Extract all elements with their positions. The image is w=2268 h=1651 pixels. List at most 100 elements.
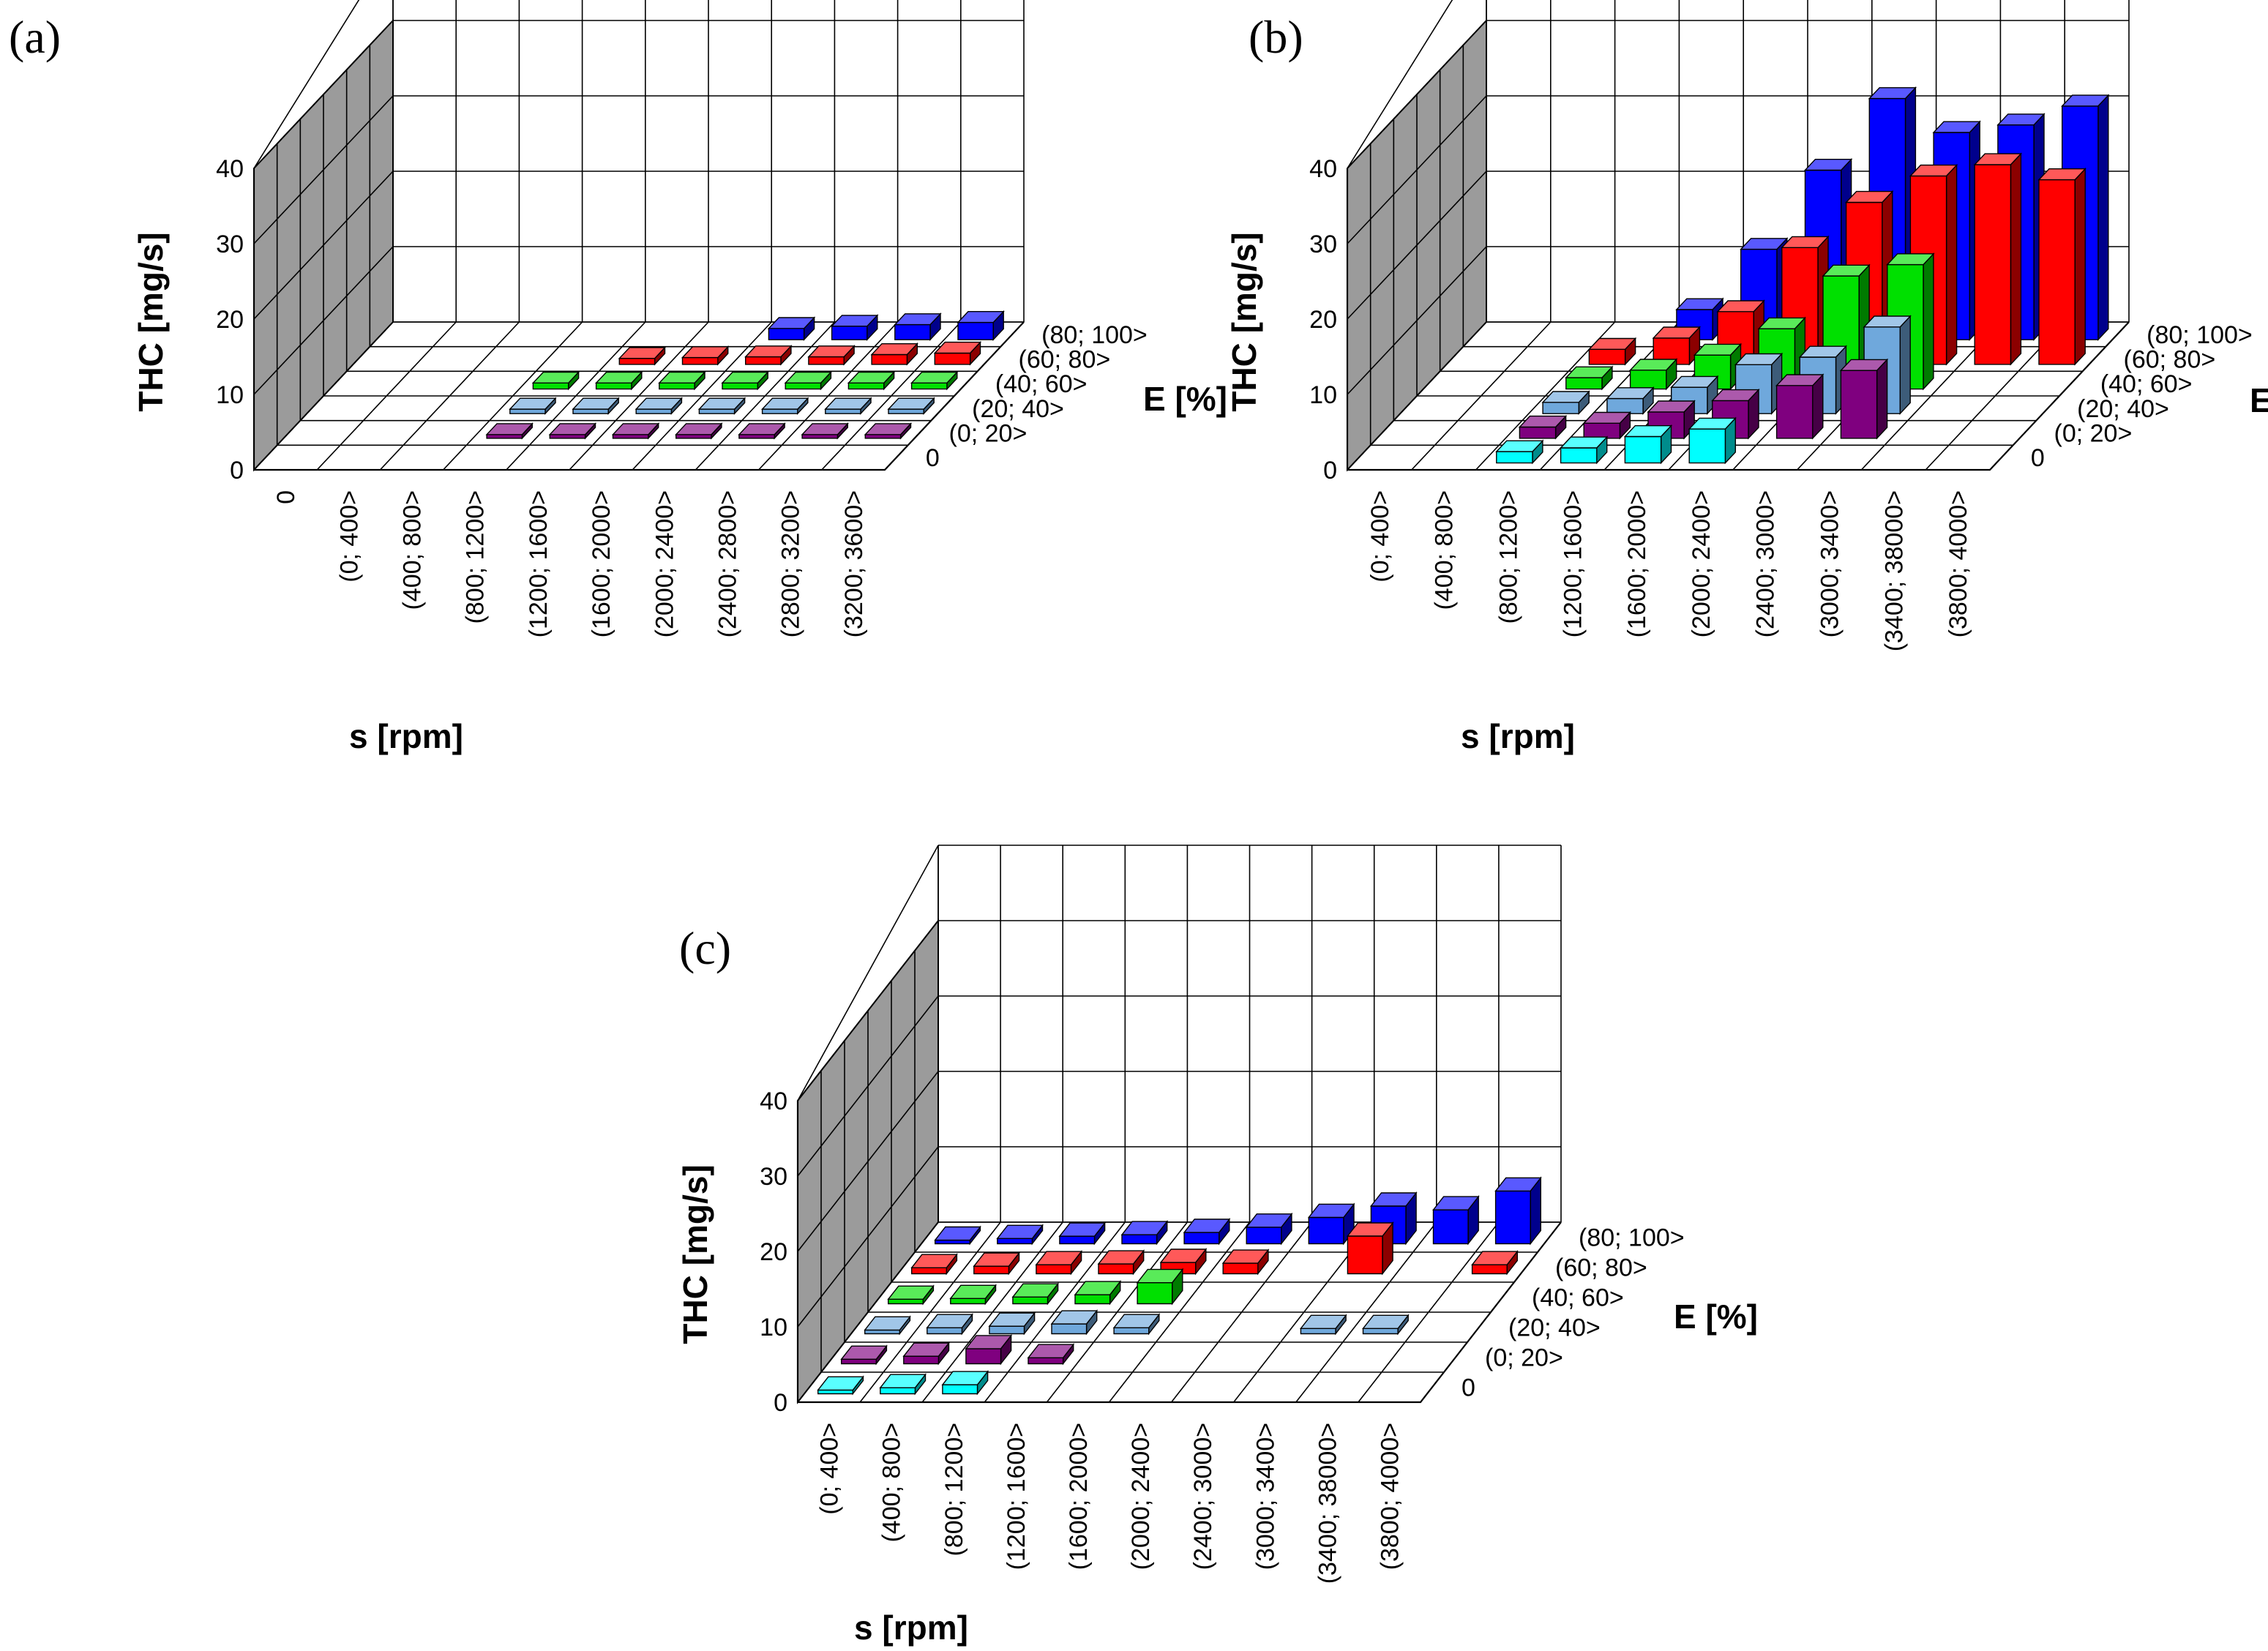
bar [1775, 373, 1824, 440]
bar [1587, 337, 1637, 366]
x-tick-label: (0; 400> [1366, 490, 1394, 583]
x-axis-title: s [rpm] [1461, 717, 1575, 755]
bar [1628, 358, 1678, 391]
y-tick-label: 30 [760, 1163, 787, 1191]
bar [1221, 1248, 1270, 1276]
bar [1058, 1221, 1107, 1246]
y-tick-label: 10 [1309, 381, 1337, 409]
bar [2037, 167, 2087, 366]
z-tick-label: (80; 100> [1579, 1224, 1685, 1252]
x-tick-label: (0; 400> [816, 1423, 844, 1515]
z-tick-label: (20; 40> [972, 395, 1064, 423]
bar [1245, 1212, 1293, 1246]
bar [548, 422, 597, 440]
bar [1559, 435, 1609, 465]
axis-frame [252, 168, 1025, 471]
bar [996, 1224, 1044, 1246]
axis-frame [1346, 168, 2130, 471]
bar [1112, 1313, 1161, 1336]
x-tick-label: (400; 800> [1431, 490, 1459, 610]
x-tick-label: (1200; 1600> [1559, 490, 1587, 637]
x-tick-label: (0; 400> [335, 490, 363, 583]
bar [1471, 1250, 1519, 1276]
bar [1688, 416, 1737, 465]
bar [1494, 1176, 1542, 1246]
y-tick-label: 40 [216, 155, 244, 183]
x-tick-label: (400; 800> [878, 1423, 906, 1543]
gridline-diag [797, 845, 939, 1101]
y-tick-label: 20 [760, 1238, 787, 1266]
bar [611, 422, 660, 440]
bar [760, 397, 809, 415]
bar [675, 422, 723, 440]
z-tick-label: (40; 60> [1532, 1284, 1624, 1312]
z-axis-title: E [%] [2250, 381, 2268, 419]
bar [807, 345, 856, 366]
x-tick-label: 0 [272, 490, 300, 504]
z-tick-label: (20; 40> [1508, 1314, 1601, 1342]
bar [784, 370, 833, 391]
panel-label: (c) [679, 922, 731, 974]
y-tick-label: 10 [760, 1314, 787, 1341]
z-tick-label: (40; 60> [995, 370, 1088, 398]
z-tick-label: (60; 80> [1019, 346, 1111, 374]
bar [840, 1344, 888, 1366]
bar [887, 1284, 935, 1306]
x-tick-label: (2000; 2400> [651, 490, 678, 637]
z-tick-label: (80; 100> [1041, 321, 1148, 349]
x-tick-label: (3200; 3600> [840, 490, 868, 637]
bar [894, 312, 942, 341]
z-tick-label: (80; 100> [2147, 321, 2253, 349]
x-tick-label: (1200; 1600> [1003, 1423, 1030, 1570]
bar [902, 1341, 950, 1366]
bar [1518, 414, 1568, 440]
y-tick-label: 20 [1309, 306, 1337, 334]
bar [531, 370, 580, 391]
bar [988, 1311, 1036, 1336]
x-tick-label: (800; 1200> [462, 490, 490, 624]
bar [910, 370, 959, 391]
bar [864, 422, 913, 440]
z-tick-label: (0; 20> [2054, 420, 2133, 448]
bar [1362, 1314, 1410, 1336]
bar [635, 397, 684, 415]
y-tick-label: 0 [1323, 457, 1337, 484]
y-axis-title: THC [mg/s] [132, 232, 170, 411]
x-tick-label: (3400; 38000> [1314, 1423, 1341, 1584]
y-tick-label: 40 [1309, 155, 1337, 183]
bar [1120, 1220, 1169, 1246]
panel-label: (a) [9, 11, 61, 63]
bar [1299, 1314, 1347, 1336]
bar [1183, 1217, 1231, 1246]
bar [1027, 1343, 1075, 1366]
bar [949, 1284, 997, 1306]
x-tick-label: (400; 800> [399, 490, 427, 610]
z-tick-label: 0 [1462, 1374, 1475, 1402]
x-tick-label: (2400; 3000> [1189, 1423, 1217, 1570]
z-tick-label: (0; 20> [949, 420, 1028, 448]
bar [941, 1370, 989, 1396]
bar [509, 397, 557, 415]
bar [864, 1315, 911, 1336]
bar [697, 397, 746, 415]
bar [767, 316, 816, 341]
bar [738, 422, 786, 440]
bar [1839, 358, 1889, 440]
gridline-diag [1347, 0, 1453, 169]
z-axis-title: E [%] [1143, 380, 1227, 418]
y-tick-label: 30 [1309, 231, 1337, 258]
x-tick-label: (1600; 2000> [1065, 1423, 1093, 1570]
bar [1432, 1195, 1480, 1246]
bar [1035, 1250, 1083, 1276]
bar [957, 310, 1005, 341]
y-tick-label: 20 [216, 306, 244, 334]
z-tick-label: (60; 80> [1555, 1254, 1647, 1282]
x-tick-label: (1600; 2000> [588, 490, 615, 637]
bar [1495, 439, 1544, 465]
z-tick-label: (40; 60> [2100, 370, 2193, 398]
bar [681, 345, 730, 366]
bar [934, 1225, 981, 1246]
bar [1097, 1249, 1145, 1276]
x-tick-label: (800; 1200> [1495, 490, 1523, 624]
